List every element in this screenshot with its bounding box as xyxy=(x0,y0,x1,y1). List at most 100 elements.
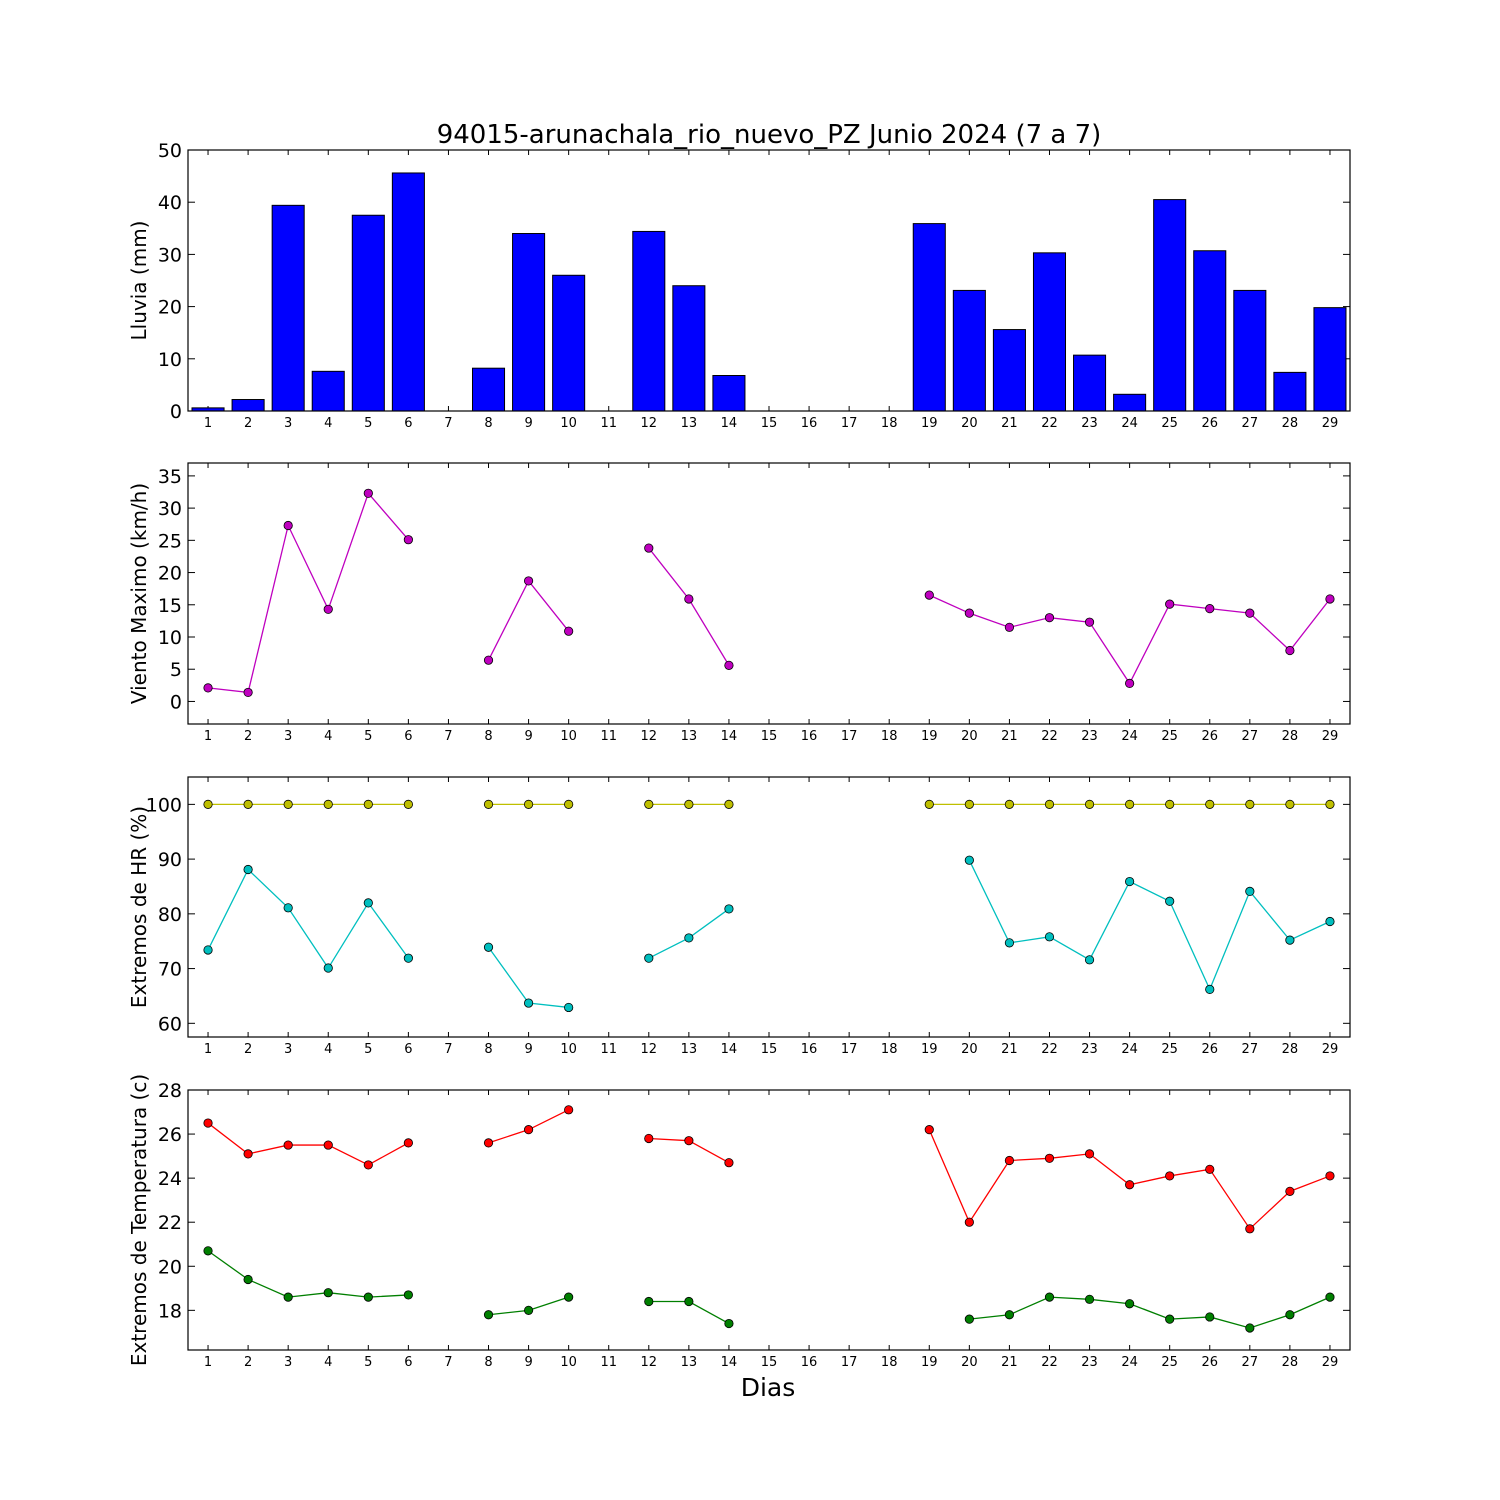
x-tick-label: 10 xyxy=(560,416,577,431)
y-tick-label: 0 xyxy=(170,691,182,713)
x-tick-label: 12 xyxy=(641,416,658,431)
data-point xyxy=(243,864,253,875)
x-tick-label: 28 xyxy=(1282,1042,1299,1057)
bar xyxy=(1313,307,1347,412)
data-point xyxy=(1125,678,1135,689)
data-point xyxy=(283,520,293,531)
y-axis-label: Extremos de HR (%) xyxy=(127,806,151,1008)
y-tick-label: 80 xyxy=(158,904,182,926)
x-tick-label: 10 xyxy=(560,729,577,744)
x-tick-label: 16 xyxy=(801,1042,818,1057)
x-tick-label: 5 xyxy=(364,416,372,431)
x-tick-label: 3 xyxy=(284,416,292,431)
x-tick-label: 23 xyxy=(1081,1042,1098,1057)
data-point xyxy=(1205,984,1215,994)
data-point xyxy=(1205,1312,1215,1322)
y-tick-label: 20 xyxy=(158,1256,182,1278)
data-point xyxy=(1245,799,1255,809)
bar xyxy=(1073,354,1107,412)
y-tick-label: 50 xyxy=(158,140,182,162)
x-tick-label: 16 xyxy=(801,729,818,744)
bar xyxy=(672,285,706,412)
x-tick-label: 14 xyxy=(721,1355,738,1370)
data-point xyxy=(1044,613,1055,623)
data-point xyxy=(523,799,534,809)
data-point xyxy=(964,799,974,809)
x-tick-label: 22 xyxy=(1041,729,1058,744)
data-point xyxy=(564,1105,574,1115)
x-tick-label: 21 xyxy=(1001,416,1018,431)
data-point xyxy=(924,1125,934,1135)
x-tick-label: 18 xyxy=(881,1355,898,1370)
data-point xyxy=(523,1305,534,1315)
data-point xyxy=(1084,1149,1095,1159)
data-point xyxy=(1325,594,1335,604)
data-point xyxy=(1325,1171,1335,1181)
x-tick-label: 6 xyxy=(404,416,412,431)
data-point xyxy=(564,1002,574,1013)
x-tick-label: 27 xyxy=(1242,729,1259,744)
x-tick-label: 18 xyxy=(881,416,898,431)
data-point xyxy=(403,799,413,809)
x-tick-label: 15 xyxy=(761,1355,778,1370)
bar xyxy=(471,367,506,412)
bar xyxy=(632,230,666,412)
data-point xyxy=(363,1160,373,1170)
x-tick-label: 4 xyxy=(324,1355,332,1370)
y-tick-label: 20 xyxy=(158,297,182,319)
bar xyxy=(1193,250,1227,412)
data-point xyxy=(243,1274,253,1285)
data-point xyxy=(1125,876,1135,887)
data-point xyxy=(724,799,734,809)
plot-frame xyxy=(187,1089,1351,1351)
x-tick-label: 25 xyxy=(1161,729,1178,744)
data-point xyxy=(1044,932,1055,942)
x-tick-label: 25 xyxy=(1161,1042,1178,1057)
x-tick-label: 20 xyxy=(961,1355,978,1370)
y-tick-label: 26 xyxy=(158,1124,182,1146)
y-tick-label: 24 xyxy=(158,1168,182,1190)
x-tick-label: 20 xyxy=(961,1042,978,1057)
data-point xyxy=(1004,622,1015,632)
x-tick-label: 7 xyxy=(444,416,452,431)
x-tick-label: 20 xyxy=(961,729,978,744)
x-tick-label: 2 xyxy=(244,1355,252,1370)
x-tick-label: 23 xyxy=(1081,1355,1098,1370)
x-tick-label: 11 xyxy=(600,729,617,744)
x-tick-label: 3 xyxy=(284,1042,292,1057)
data-point xyxy=(1084,1294,1095,1304)
data-point xyxy=(323,1288,333,1298)
data-point xyxy=(323,799,333,809)
x-tick-label: 26 xyxy=(1201,729,1218,744)
x-tick-label: 13 xyxy=(681,729,698,744)
bar xyxy=(552,274,586,412)
data-point xyxy=(1285,799,1295,809)
x-tick-label: 10 xyxy=(560,1042,577,1057)
bar xyxy=(391,172,425,412)
x-tick-label: 1 xyxy=(204,1042,212,1057)
x-tick-label: 21 xyxy=(1001,729,1018,744)
x-tick-label: 25 xyxy=(1161,416,1178,431)
data-point xyxy=(203,945,213,955)
bar xyxy=(1273,371,1307,412)
y-tick-label: 100 xyxy=(146,794,182,816)
plot-frame xyxy=(187,776,1351,1038)
y-tick-label: 20 xyxy=(158,563,182,585)
x-tick-label: 8 xyxy=(484,416,492,431)
x-tick-label: 19 xyxy=(921,729,938,744)
x-tick-label: 9 xyxy=(524,729,532,744)
series-line xyxy=(487,946,569,1009)
data-point xyxy=(1165,1314,1175,1324)
y-tick-label: 40 xyxy=(158,192,182,214)
bar xyxy=(992,329,1026,412)
x-tick-label: 7 xyxy=(444,729,452,744)
x-tick-label: 13 xyxy=(681,1042,698,1057)
x-tick-label: 17 xyxy=(841,1355,858,1370)
data-point xyxy=(403,1138,413,1148)
data-point xyxy=(243,687,253,698)
x-tick-label: 27 xyxy=(1242,416,1259,431)
data-point xyxy=(283,1140,293,1150)
bar xyxy=(912,223,946,412)
